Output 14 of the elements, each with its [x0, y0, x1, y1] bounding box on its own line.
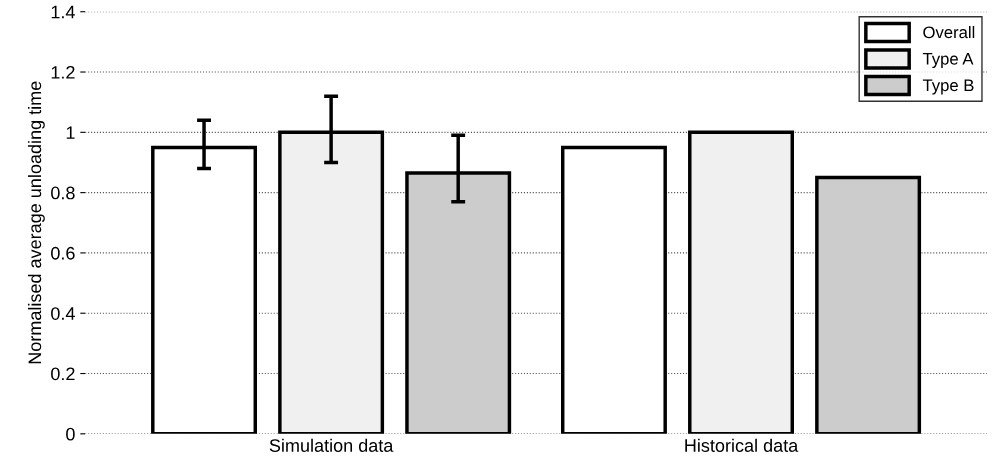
legend-label: Type B [922, 79, 974, 95]
y-tick-label: 0.6 [51, 246, 75, 260]
legend-label: Overall [923, 25, 975, 39]
y-tick-label: 0 [66, 427, 75, 441]
y-tick-label: 1 [66, 126, 75, 139]
y-tick-label: 0.4 [51, 307, 75, 320]
y-tick-label: 0.8 [51, 186, 75, 200]
x-tick-label: Historical data [685, 438, 799, 452]
x-tick-label: Simulation data [269, 438, 394, 452]
y-tick-label: 1.4 [51, 5, 75, 19]
y-tick-label: 0.2 [51, 367, 75, 381]
y-axis-title: Normalised average unloading time [27, 81, 45, 364]
y-tick-label: 1.2 [51, 65, 75, 79]
legend-label: Type A [922, 53, 974, 69]
